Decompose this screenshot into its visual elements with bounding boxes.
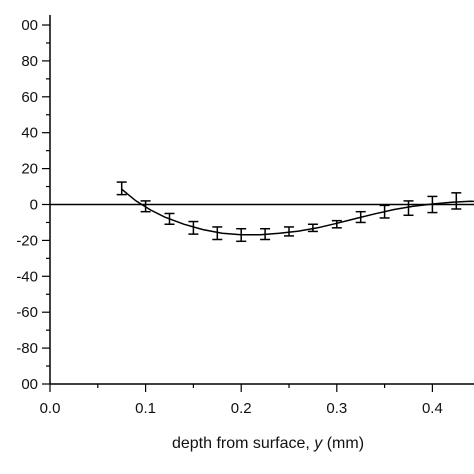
x-tick-label: 0.4: [422, 400, 443, 417]
error-bar: [212, 226, 223, 241]
y-tick-label: -60: [16, 304, 38, 321]
axes: [49, 15, 474, 385]
error-bar: [403, 200, 414, 217]
x-axis-ticks: 0.00.10.20.30.40.5: [40, 384, 443, 417]
x-axis-title: depth from surface, y (mm): [172, 435, 364, 452]
error-bar: [116, 181, 127, 196]
y-tick-label: 00: [21, 17, 38, 34]
x-tick-label: 0.1: [135, 400, 156, 417]
x-tick-label: 0.0: [40, 400, 61, 417]
y-tick-label: -80: [16, 340, 38, 357]
y-tick-label: 80: [21, 53, 38, 70]
error-bar: [331, 219, 342, 229]
y-tick-label: 00: [21, 376, 38, 393]
error-bar: [307, 223, 318, 233]
y-axis-ticks: 00 80 60 40 20 0 -20 -40 -60 -80 00: [16, 17, 50, 393]
error-bar: [188, 220, 199, 235]
error-bar: [451, 192, 462, 210]
error-bars: [116, 181, 462, 243]
y-tick-label: 20: [21, 161, 38, 178]
y-tick-label: -20: [16, 232, 38, 249]
y-tick-label: 0: [30, 197, 38, 214]
x-axis-title-variable: y: [313, 435, 323, 452]
y-tick-label: 60: [21, 89, 38, 106]
fitted-curve: [121, 188, 474, 236]
x-tick-label: 0.2: [231, 400, 252, 417]
y-tick-label: 40: [21, 125, 38, 142]
x-tick-label: 0.3: [326, 400, 347, 417]
x-axis-title-suffix: (mm): [322, 435, 364, 452]
y-tick-label: -40: [16, 268, 38, 285]
x-axis-title-prefix: depth from surface,: [172, 435, 314, 452]
